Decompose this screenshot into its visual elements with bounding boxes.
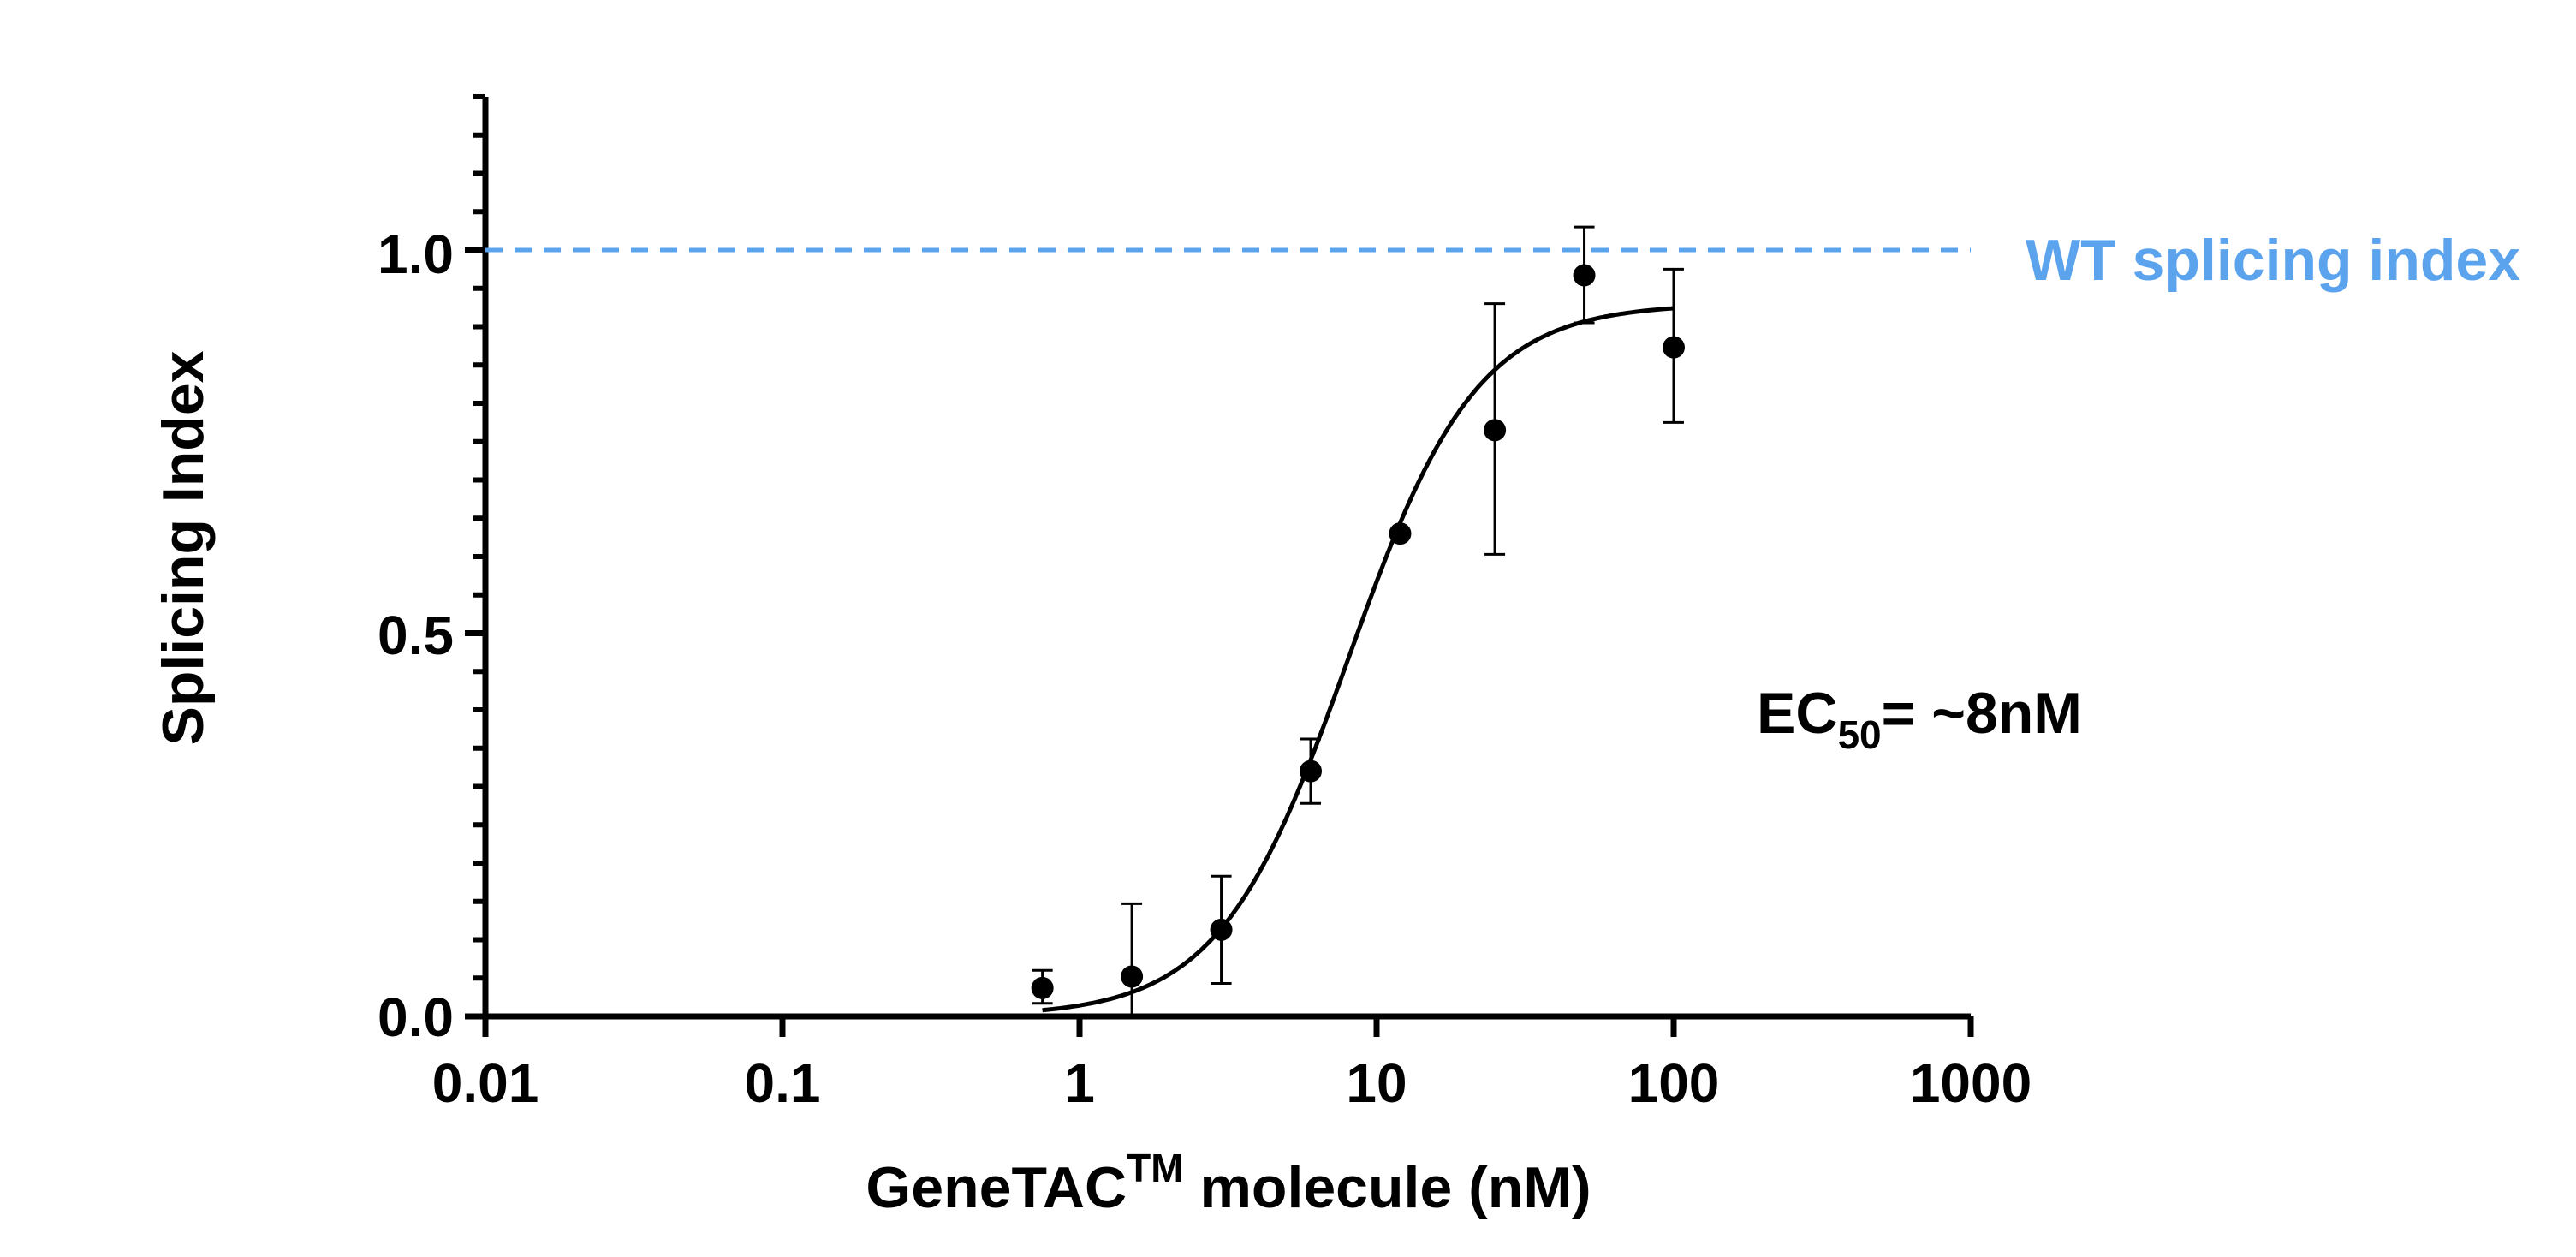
x-axis-title-rest: molecule (nM) <box>1184 1155 1591 1220</box>
data-point <box>1300 760 1323 783</box>
y-axis-title: Splicing Index <box>151 350 216 745</box>
y-tick-label: 0.0 <box>378 986 454 1048</box>
x-tick-label: 1 <box>1064 1052 1095 1114</box>
axis-ticks <box>465 94 1974 1037</box>
ec50-rest: = ~8nM <box>1882 681 2082 746</box>
x-tick-label: 10 <box>1346 1052 1407 1114</box>
data-point <box>1031 976 1054 999</box>
error-bars <box>1032 225 1684 1018</box>
x-tick-labels: 0.01 0.1 1 10 100 1000 <box>432 1052 2032 1114</box>
data-point <box>1121 965 1144 988</box>
y-tick-label: 1.0 <box>378 223 454 285</box>
y-tick-label: 0.5 <box>378 605 454 666</box>
data-point <box>1389 522 1412 545</box>
ec50-main: EC <box>1757 681 1837 746</box>
x-tick-label: 0.1 <box>745 1052 821 1114</box>
data-point <box>1210 918 1233 941</box>
data-points <box>1031 264 1685 999</box>
fit-curve-layer <box>1042 306 1675 1013</box>
reference-line-label: WT splicing index <box>2026 228 2520 293</box>
ec50-annotation: EC50= ~8nM <box>1757 681 2082 757</box>
data-point <box>1484 419 1507 442</box>
x-axis-title-superscript: TM <box>1127 1146 1183 1190</box>
x-tick-label: 1000 <box>1910 1052 2032 1114</box>
x-tick-label: 0.01 <box>432 1052 539 1114</box>
ec50-subscript: 50 <box>1837 712 1881 757</box>
fit-curve <box>1042 306 1675 1013</box>
x-tick-label: 100 <box>1628 1052 1720 1114</box>
y-tick-labels: 0.0 0.5 1.0 <box>378 223 454 1048</box>
x-axis-title: GeneTACTM molecule (nM) <box>866 1146 1591 1220</box>
data-point <box>1663 336 1685 359</box>
data-point <box>1573 264 1596 287</box>
x-axis-title-main: GeneTAC <box>866 1155 1127 1220</box>
